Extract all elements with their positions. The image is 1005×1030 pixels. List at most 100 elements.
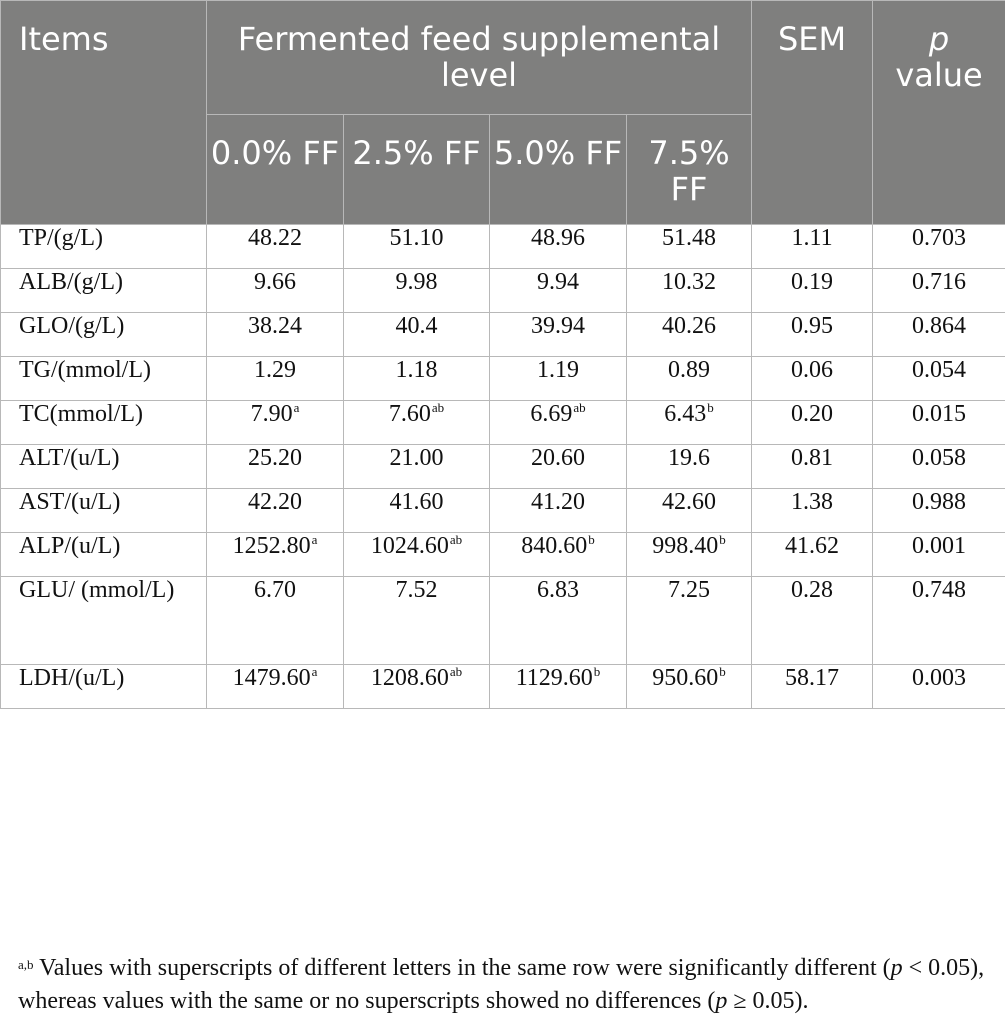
cell-0ff: 48.22: [206, 224, 344, 269]
row-label: TC(mmol/L): [0, 400, 207, 445]
row-label: AST/(u/L): [0, 488, 207, 533]
cell-7-5ff-value: 40.26: [662, 313, 717, 339]
cell-2-5ff-value: 41.60: [389, 489, 444, 515]
cell-p-value-value: 0.015: [912, 401, 967, 427]
cell-7-5ff: 51.48: [625, 224, 753, 269]
table-row: TC(mmol/L) 7.90a 7.60ab 6.69ab 6.43b 0.20 0.01…: [0, 400, 1005, 445]
cell-7-5ff-value: 51.48: [662, 225, 717, 251]
cell-sem-value: 1.38: [791, 489, 834, 515]
cell-sem: 0.81: [751, 444, 874, 489]
cell-p-value-value: 0.864: [912, 313, 967, 339]
cell-sem: 1.11: [751, 224, 874, 269]
cell-p-value-value: 0.988: [912, 489, 967, 515]
footnote-text: ≥ 0.05).: [727, 988, 809, 1014]
cell-2-5ff-value: 21.00: [389, 445, 444, 471]
significance-superscript: b: [719, 664, 726, 679]
cell-5-0ff: 1.19: [489, 356, 627, 401]
cell-p-value: 0.015: [872, 400, 1005, 445]
cell-7-5ff: 0.89: [625, 356, 753, 401]
cell-p-value-value: 0.058: [912, 445, 967, 471]
cell-0ff-value: 1.29: [254, 357, 296, 383]
row-label-value: AST/(u/L): [19, 489, 121, 515]
row-label-value: LDH/(u/L): [19, 665, 125, 691]
row-label-value: TG/(mmol/L): [19, 357, 151, 383]
cell-5-0ff-value: 1129.60: [515, 665, 593, 691]
cell-7-5ff-value: 998.40: [652, 533, 719, 559]
cell-sem: 58.17: [751, 664, 874, 709]
cell-2-5ff-value: 1208.60: [370, 665, 449, 691]
cell-2-5ff: 1.18: [343, 356, 490, 401]
cell-p-value-value: 0.003: [912, 665, 967, 691]
cell-p-value: 0.703: [872, 224, 1005, 269]
cell-0ff: 1.29: [206, 356, 344, 401]
cell-2-5ff: 21.00: [343, 444, 490, 489]
cell-5-0ff-value: 20.60: [531, 445, 585, 471]
row-label-value: TP/(g/L): [19, 225, 103, 251]
cell-7-5ff-value: 7.25: [668, 577, 711, 603]
cell-sem: 0.20: [751, 400, 874, 445]
significance-superscript: b: [707, 400, 714, 415]
cell-p-value-value: 0.748: [912, 577, 967, 603]
cell-7-5ff-value: 10.32: [662, 269, 717, 295]
cell-2-5ff-value: 51.10: [389, 225, 444, 251]
cell-5-0ff: 840.60b: [489, 532, 627, 577]
significance-superscript: ab: [431, 400, 445, 415]
footnote-p: p: [715, 988, 728, 1014]
cell-sem: 1.38: [751, 488, 874, 533]
cell-2-5ff: 9.98: [343, 268, 490, 313]
cell-2-5ff: 1208.60ab: [343, 664, 490, 709]
row-label: LDH/(u/L): [0, 664, 207, 709]
cell-sem: 0.19: [751, 268, 874, 313]
cell-7-5ff: 950.60b: [625, 664, 753, 709]
cell-0ff: 6.70: [206, 576, 344, 665]
cell-p-value-value: 0.001: [912, 533, 967, 559]
cell-5-0ff: 48.96: [489, 224, 627, 269]
header-level: 2.5% FF: [343, 114, 490, 225]
cell-5-0ff-value: 48.96: [531, 225, 585, 251]
cell-0ff: 42.20: [206, 488, 344, 533]
row-label: TP/(g/L): [0, 224, 207, 269]
significance-superscript: ab: [449, 664, 463, 679]
cell-7-5ff-value: 0.89: [668, 357, 711, 383]
cell-0ff: 9.66: [206, 268, 344, 313]
footnote-superscript: a,b: [18, 957, 34, 972]
cell-0ff: 1479.60a: [206, 664, 344, 709]
cell-p-value-value: 0.054: [912, 357, 967, 383]
cell-7-5ff-value: 950.60: [652, 665, 719, 691]
cell-5-0ff-value: 1.19: [537, 357, 579, 383]
header-items: Items: [0, 0, 207, 225]
row-label: ALT/(u/L): [0, 444, 207, 489]
cell-7-5ff: 19.6: [625, 444, 753, 489]
table-body: TP/(g/L) 48.22 51.10 48.96 51.48 1.11 0.703 ALB…: [0, 224, 1005, 709]
row-label: GLO/(g/L): [0, 312, 207, 357]
cell-7-5ff-value: 42.60: [662, 489, 717, 515]
cell-5-0ff: 9.94: [489, 268, 627, 313]
cell-5-0ff-value: 840.60: [521, 533, 588, 559]
header-p-letter: p: [928, 20, 950, 58]
cell-sem-value: 0.28: [791, 577, 834, 603]
cell-p-value: 0.864: [872, 312, 1005, 357]
significance-superscript: ab: [573, 400, 586, 415]
cell-sem-value: 0.06: [791, 357, 834, 383]
significance-superscript: ab: [449, 532, 463, 547]
header-group: Fermented feed supplemental level: [205, 0, 753, 115]
cell-sem: 0.06: [751, 356, 874, 401]
cell-sem: 0.28: [751, 576, 874, 665]
row-label: TG/(mmol/L): [0, 356, 207, 401]
cell-2-5ff: 40.4: [343, 312, 490, 357]
cell-0ff-value: 42.20: [248, 489, 302, 515]
cell-0ff-value: 7.90: [250, 401, 293, 427]
table-row: ALP/(u/L) 1252.80a 1024.60ab 840.60b 998.40b…: [0, 532, 1005, 577]
significance-superscript: b: [593, 664, 601, 679]
row-label: ALB/(g/L): [0, 268, 207, 313]
cell-7-5ff-value: 19.6: [668, 445, 711, 471]
cell-7-5ff: 10.32: [625, 268, 753, 313]
cell-p-value: 0.748: [872, 576, 1005, 665]
cell-0ff-value: 1479.60: [232, 665, 311, 691]
cell-sem-value: 41.62: [785, 533, 840, 559]
data-table: Items Fermented feed supplemental level …: [0, 0, 1005, 709]
cell-2-5ff-value: 1.18: [395, 357, 438, 383]
cell-5-0ff-value: 41.20: [531, 489, 585, 515]
header-p-value: p value: [872, 0, 1005, 225]
cell-2-5ff-value: 7.52: [395, 577, 438, 603]
